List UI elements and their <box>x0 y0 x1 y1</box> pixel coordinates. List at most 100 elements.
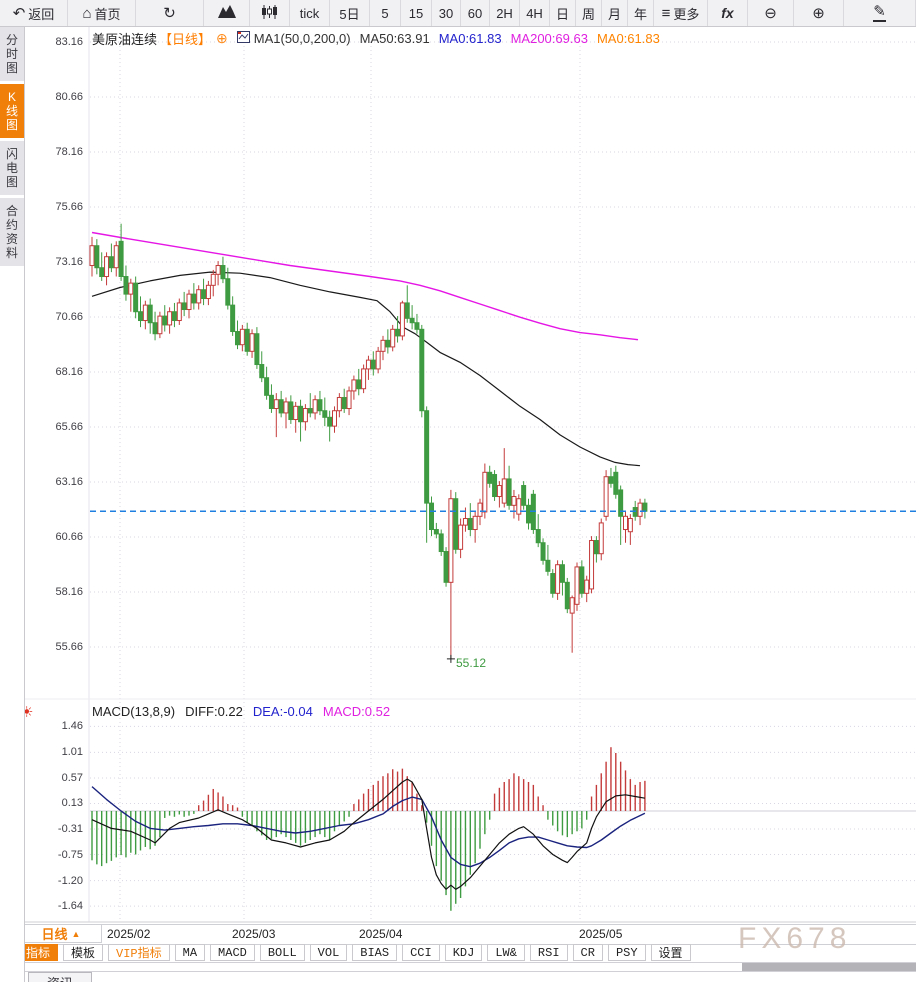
tab-rsi[interactable]: RSI <box>529 944 568 961</box>
sidebar-item-lightning-chart[interactable]: 闪电图 <box>0 141 24 195</box>
main-y-axis-label: 68.16 <box>55 366 83 378</box>
more-button[interactable]: ≡ 更多 <box>654 0 708 26</box>
macd-y-axis-label: 0.13 <box>61 797 83 810</box>
chart-header: 美原油连续 【日线】 ⊕ MA1(50,0,200,0) MA50:63.91 MA… <box>92 29 660 48</box>
sidebar-item-kline-chart[interactable]: K线图 <box>0 84 24 138</box>
interval-tick-button[interactable]: tick <box>290 0 330 26</box>
interval-year-button[interactable]: 年 <box>628 0 654 26</box>
x-axis-label: 2025/03 <box>232 927 276 941</box>
interval-15m-button[interactable]: 15 <box>401 0 432 26</box>
macd-y-axis-label: -1.64 <box>57 900 83 913</box>
interval-5m-button[interactable]: 5 <box>370 0 401 26</box>
horizontal-scrollbar[interactable] <box>25 962 916 972</box>
area-chart-icon <box>217 4 237 22</box>
main-y-axis-label: 60.66 <box>55 531 83 543</box>
interval-5d-button[interactable]: 5日 <box>330 0 370 26</box>
back-button[interactable]: ↶ 返回 <box>0 0 68 26</box>
tab-template[interactable]: 模板 <box>63 944 104 961</box>
watermark: FX678 <box>738 922 852 955</box>
symbol-name: 美原油连续 <box>92 32 158 47</box>
back-arrow-icon: ↶ <box>12 4 26 22</box>
x-axis-label: 2025/02 <box>107 927 151 941</box>
ma50-value: MA50:63.91 <box>359 31 430 46</box>
draw-button[interactable]: ✎ <box>844 0 916 26</box>
interval-2h-button[interactable]: 2H <box>490 0 520 26</box>
macd-diff-value: DIFF:0.22 <box>185 704 243 719</box>
main-y-axis-label: 58.16 <box>55 586 83 598</box>
interval-month-button-label: 月 <box>607 6 621 22</box>
home-button-label: 首页 <box>94 6 121 22</box>
macd-y-axis-label: -0.75 <box>57 848 83 861</box>
period-tag: 【日线】 <box>159 32 212 47</box>
tab-ma[interactable]: MA <box>174 944 206 961</box>
interval-60m-button-label: 60 <box>467 5 483 21</box>
add-indicator-icon[interactable]: ⊕ <box>216 30 228 46</box>
tab-kdj[interactable]: KDJ <box>444 944 483 961</box>
sidebar-item-contract-info[interactable]: 合约资料 <box>0 198 24 266</box>
ma0-orange-value: MA0:61.83 <box>596 31 660 46</box>
chart-type-candle-button[interactable] <box>250 0 290 26</box>
zoom-out-button[interactable]: ⊖ <box>748 0 794 26</box>
interval-week-button[interactable]: 周 <box>576 0 602 26</box>
home-button[interactable]: ⌂ 首页 <box>68 0 136 26</box>
formula-button[interactable]: fx <box>708 0 748 26</box>
menu-icon: ≡ <box>661 4 671 22</box>
interval-60m-button[interactable]: 60 <box>461 0 490 26</box>
main-y-axis-label: 83.16 <box>55 36 83 48</box>
refresh-button[interactable]: ↻ <box>136 0 204 26</box>
main-y-axis-label: 78.16 <box>55 146 83 158</box>
ma200-value: MA200:69.63 <box>510 31 588 46</box>
interval-week-button-label: 周 <box>581 6 595 22</box>
macd-y-axis-label: 1.46 <box>61 720 83 733</box>
macd-header: MACD(13,8,9) DIFF:0.22 DEA:-0.04 MACD:0.… <box>92 704 390 719</box>
tab-bias[interactable]: BIAS <box>352 944 398 961</box>
interval-tick-button-label: tick <box>299 5 320 21</box>
interval-month-button[interactable]: 月 <box>602 0 628 26</box>
period-selector[interactable]: 日线 ▲ <box>20 924 102 943</box>
tab-cr[interactable]: CR <box>572 944 603 961</box>
interval-4h-button[interactable]: 4H <box>520 0 550 26</box>
tab-settings[interactable]: 设置 <box>650 944 691 961</box>
interval-year-button-label: 年 <box>633 6 647 22</box>
chart-type-area-button[interactable] <box>204 0 250 26</box>
top-toolbar: ↶ 返回 ⌂ 首页 ↻ tick 5日 5 15 30 60 2H 4H 日周月年 ≡ 更多 fx ⊖ ⊕ ✎ <box>0 0 916 27</box>
tab-macd[interactable]: MACD <box>210 944 255 961</box>
zoom-in-icon: ⊕ <box>812 4 825 22</box>
candle-chart-icon <box>261 4 278 23</box>
macd-y-axis-label: -0.31 <box>57 822 83 835</box>
more-button-label: 更多 <box>673 6 700 22</box>
interval-day-button[interactable]: 日 <box>550 0 576 26</box>
news-tab-label: 资讯 <box>47 973 73 982</box>
period-selector-label: 日线 <box>41 927 68 942</box>
zoom-in-button[interactable]: ⊕ <box>794 0 844 26</box>
main-y-axis-label: 63.16 <box>55 476 83 488</box>
tab-vip-indicator[interactable]: VIP指标 <box>108 944 170 961</box>
main-y-axis-label: 73.16 <box>55 256 83 268</box>
news-tab[interactable]: 资讯 <box>28 972 92 982</box>
interval-5m-button-label: 5 <box>381 5 389 21</box>
interval-30m-button-label: 30 <box>438 5 454 21</box>
tab-indicator[interactable]: 指标 <box>18 944 59 961</box>
macd-y-axis-label: -1.20 <box>57 874 83 887</box>
home-icon: ⌂ <box>82 4 92 22</box>
indicator-tabs: 指标 模板 VIP指标 MA MACD BOLL VOL BIAS CCI KDJ LW& RSI CR… <box>18 944 691 961</box>
low-price-annotation: 55.12 <box>456 656 487 670</box>
pencil-icon: ✎ <box>873 3 886 22</box>
macd-params-label: MACD(13,8,9) <box>92 704 176 719</box>
interval-30m-button[interactable]: 30 <box>432 0 461 26</box>
sidebar-item-time-chart[interactable]: 分时图 <box>0 27 24 81</box>
ma-mini-chart-icon <box>236 31 250 46</box>
tab-boll[interactable]: BOLL <box>259 944 305 961</box>
scrollbar-thumb[interactable] <box>742 963 916 971</box>
tab-psy[interactable]: PSY <box>607 944 646 961</box>
tab-cci[interactable]: CCI <box>402 944 440 961</box>
left-sidebar: 分时图 K线图闪电图合约资料 <box>0 27 25 982</box>
interval-2h-button-label: 2H <box>496 5 513 21</box>
tab-vol[interactable]: VOL <box>309 944 348 961</box>
macd-macd-value: MACD:0.52 <box>322 704 391 719</box>
interval-15m-button-label: 15 <box>408 5 424 21</box>
tab-lwr[interactable]: LW& <box>487 944 525 961</box>
macd-dea-value: DEA:-0.04 <box>252 704 313 719</box>
